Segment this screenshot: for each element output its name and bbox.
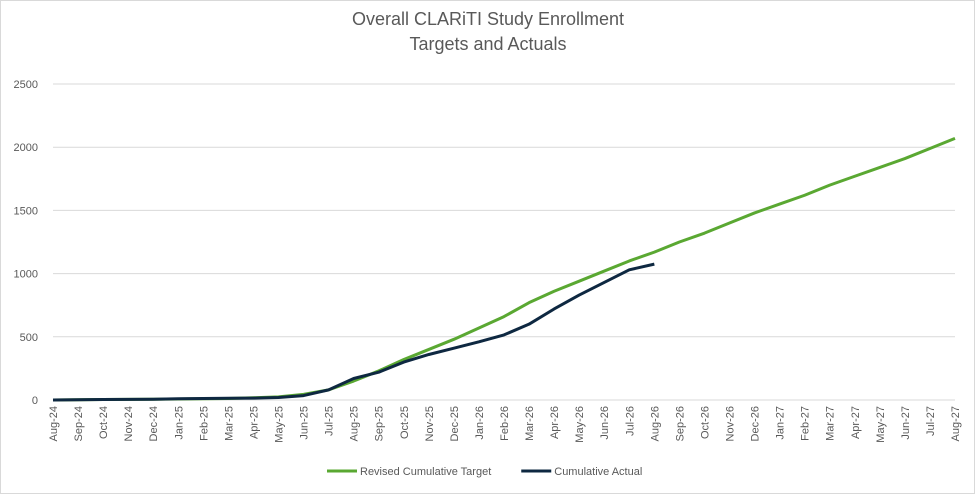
x-tick-label: May-26 xyxy=(574,406,586,443)
x-tick-label: Aug-24 xyxy=(48,406,60,441)
x-tick-label: Dec-26 xyxy=(750,406,762,441)
x-tick-label: Sep-24 xyxy=(73,406,85,441)
x-tick-label: Dec-24 xyxy=(148,406,160,441)
y-tick-label: 1000 xyxy=(14,269,38,281)
x-tick-label: Jan-27 xyxy=(775,406,787,440)
x-tick-label: Aug-25 xyxy=(349,406,361,441)
y-tick-label: 2500 xyxy=(14,79,38,91)
x-tick-label: Nov-24 xyxy=(123,406,135,441)
x-tick-label: Oct-26 xyxy=(699,406,711,439)
x-tick-label: Mar-26 xyxy=(524,406,536,441)
x-tick-label: Apr-25 xyxy=(248,406,260,439)
x-tick-label: Nov-26 xyxy=(725,406,737,441)
y-tick-label: 1500 xyxy=(14,205,38,217)
x-tick-label: Jul-25 xyxy=(324,406,336,436)
legend-label: Cumulative Actual xyxy=(554,466,642,478)
series-line xyxy=(52,262,655,402)
x-tick-label: May-25 xyxy=(274,406,286,443)
x-tick-label: Sep-26 xyxy=(674,406,686,441)
y-tick-label: 500 xyxy=(20,332,38,344)
x-tick-label: Feb-26 xyxy=(499,406,511,441)
x-tick-label: Dec-25 xyxy=(449,406,461,441)
x-tick-label: Mar-27 xyxy=(825,406,837,441)
y-tick-label: 2000 xyxy=(14,142,38,154)
x-tick-label: Oct-25 xyxy=(399,406,411,439)
x-tick-label: Feb-27 xyxy=(800,406,812,441)
x-tick-label: Jun-25 xyxy=(299,406,311,440)
x-tick-label: Apr-27 xyxy=(850,406,862,439)
chart-subtitle: Targets and Actuals xyxy=(409,34,566,54)
x-tick-label: Oct-24 xyxy=(98,406,110,439)
x-tick-label: Jan-25 xyxy=(173,406,185,440)
x-tick-label: Mar-25 xyxy=(223,406,235,441)
x-tick-label: Jul-27 xyxy=(925,406,937,436)
x-tick-label: Apr-26 xyxy=(549,406,561,439)
x-tick-label: Jul-26 xyxy=(624,406,636,436)
x-tick-label: Feb-25 xyxy=(198,406,210,441)
chart-title: Overall CLARiTI Study Enrollment xyxy=(352,9,624,29)
y-tick-label: 0 xyxy=(32,395,38,407)
legend-label: Revised Cumulative Target xyxy=(360,466,491,478)
x-tick-label: Sep-25 xyxy=(374,406,386,441)
x-tick-label: Aug-26 xyxy=(649,406,661,441)
x-tick-label: May-27 xyxy=(875,406,887,443)
x-tick-label: Jan-26 xyxy=(474,406,486,440)
x-tick-label: Jun-27 xyxy=(900,406,912,440)
x-tick-label: Nov-25 xyxy=(424,406,436,441)
x-tick-label: Jun-26 xyxy=(599,406,611,440)
x-tick-label: Aug-27 xyxy=(950,406,962,441)
